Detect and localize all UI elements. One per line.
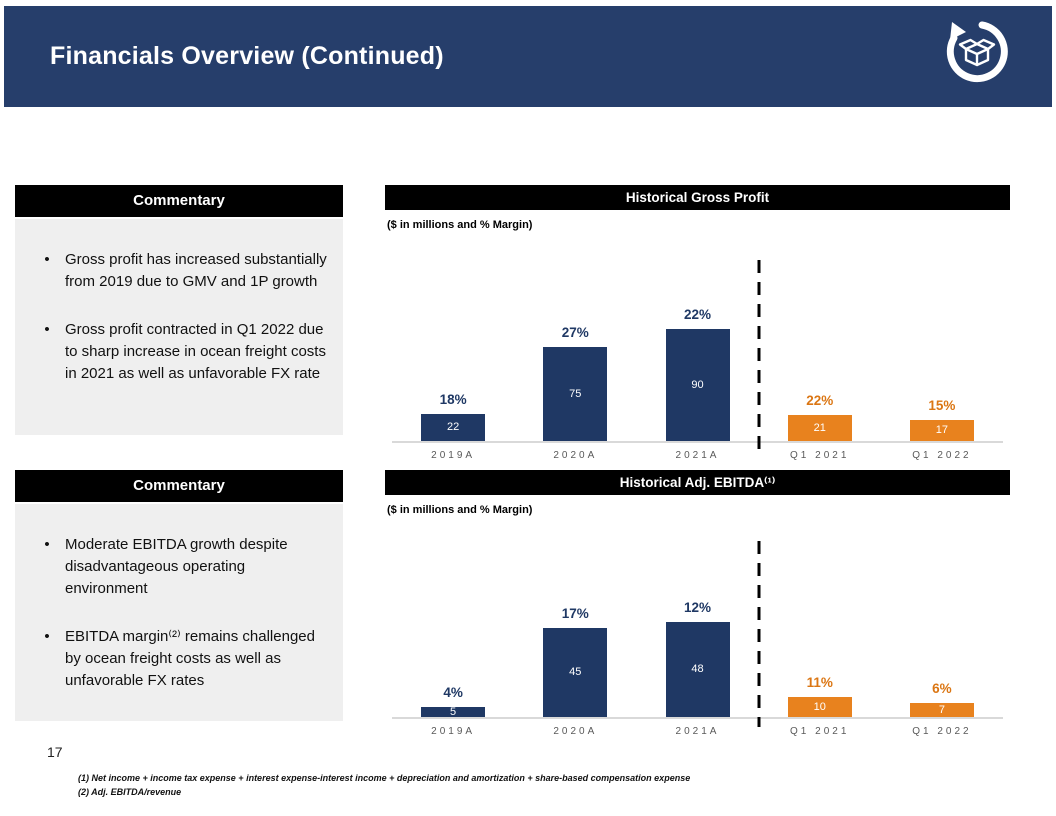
bullet-text: Gross profit contracted in Q1 2022 due t… [65,321,326,382]
chart-subtitle: ($ in millions and % Margin) [387,504,533,516]
bar-group: 27% 75 [514,325,636,441]
chart-title: Historical Gross Profit [385,185,1010,210]
margin-percent-label: 11% [806,675,833,690]
bar-group: 17% 45 [514,606,636,717]
margin-percent-label: 18% [439,392,467,407]
bar-value-label: 10 [813,700,826,713]
bullet-item: • Moderate EBITDA growth despite disadvan… [29,534,331,600]
category-label: 2021A [675,726,720,737]
bar-value-label: 75 [569,387,582,400]
margin-percent-label: 22% [683,307,712,322]
bar: 5 [421,705,486,718]
page-number: 17 [47,744,63,760]
bar-value-label: 7 [938,703,945,716]
bullet-glyph: • [44,628,50,645]
margin-percent-label: 15% [928,398,956,413]
category-label: 2019A [431,726,476,737]
category-label: Q1 2022 [912,726,972,737]
category-label: 2020A [553,726,598,737]
commentary-body: • Moderate EBITDA growth despite disadvan… [15,504,343,721]
bullet-list: • Gross profit has increased substantiall… [15,219,343,385]
margin-percent-label: 17% [561,606,589,621]
bar-value-label: 48 [691,663,704,675]
bar-group: 22% 21 [759,393,881,441]
margin-percent-label: 27% [561,325,589,340]
title-bar: Financials Overview (Continued) [4,6,1052,107]
bar: 75 [543,347,608,441]
footnote: (1) Net income + income tax expense + in… [78,773,691,783]
x-axis-line [392,717,1003,719]
bar-group: 18% 22 [392,392,514,441]
bar-value-label: 5 [450,705,457,718]
footnotes: (1) Net income + income tax expense + in… [78,771,690,799]
margin-percent-label: 22% [806,393,834,408]
category-axis: 2019A 2020A 2021A Q1 2021 Q1 2022 [392,443,1003,461]
bar-group: 22% 90 [636,307,758,441]
bars-area: 4% 5 17% 45 12% 48 11% 10 6% 7 [392,535,1003,717]
bar-value-label: 45 [569,666,582,678]
category-label: Q1 2021 [790,726,850,737]
period-divider-dashed-line [757,260,761,449]
commentary-header: Commentary [15,470,343,502]
page-title: Financials Overview (Continued) [50,42,444,70]
bar: 22 [421,414,486,441]
chart-subtitle: ($ in millions and % Margin) [387,219,533,231]
bar-group: 6% 7 [881,681,1003,717]
bar-value-label: 90 [691,378,704,391]
bullet-glyph: • [44,321,50,338]
margin-percent-label: 4% [443,685,463,700]
bar-chart-gross-profit: 18% 22 27% 75 22% 90 22% 21 15% 17 2019A 2020A 2021… [392,254,1003,461]
chart-panel-adj-ebitda: Historical Adj. EBITDA⁽¹⁾ ($ in millions… [385,470,1010,737]
bullet-glyph: • [44,251,50,268]
bar-group: 4% 5 [392,685,514,717]
bullet-text: Moderate EBITDA growth despite disadvant… [65,536,288,597]
bar-value-label: 22 [446,421,460,433]
bar-group: 12% 48 [636,600,758,717]
period-divider-dashed-line [757,541,761,727]
category-label: Q1 2022 [912,450,972,461]
margin-percent-label: 6% [932,681,952,696]
bar: 90 [665,329,730,441]
bullet-glyph: • [44,536,50,553]
category-label: 2019A [431,450,476,461]
footnote: (2) Adj. EBITDA/revenue [78,787,182,797]
category-label: Q1 2021 [790,450,850,461]
bullet-text: EBITDA margin⁽²⁾ remains challenged by o… [65,628,315,689]
bars-area: 18% 22 27% 75 22% 90 22% 21 15% 17 [392,254,1003,441]
bar: 7 [909,703,974,717]
bar: 48 [665,622,730,717]
bullet-list: • Moderate EBITDA growth despite disadvan… [15,504,343,692]
bar-group: 11% 10 [759,675,881,717]
commentary-panel-ebitda: Commentary • Moderate EBITDA growth despi… [15,470,343,721]
commentary-body: • Gross profit has increased substantiall… [15,219,343,435]
chart-panel-gross-profit: Historical Gross Profit ($ in millions a… [385,185,1010,461]
category-axis: 2019A 2020A 2021A Q1 2021 Q1 2022 [392,719,1003,737]
bullet-text: Gross profit has increased substantially… [65,251,327,290]
commentary-panel-gross-profit: Commentary • Gross profit has increased s… [15,185,343,435]
bullet-item: • Gross profit contracted in Q1 2022 due … [29,319,331,385]
bullet-item: • EBITDA margin⁽²⁾ remains challenged by … [29,626,331,692]
bar: 21 [787,415,852,441]
bar: 45 [543,628,608,717]
chart-title: Historical Adj. EBITDA⁽¹⁾ [385,470,1010,495]
bar: 17 [909,420,974,441]
bar: 10 [787,697,852,717]
bar-chart-adj-ebitda: 4% 5 17% 45 12% 48 11% 10 6% 7 2019A 2020A 2021A Q1 … [392,535,1003,737]
bar-value-label: 21 [813,421,826,434]
circular-arrow-box-logo-icon [946,21,1008,83]
bar-group: 15% 17 [881,398,1003,441]
bullet-item: • Gross profit has increased substantiall… [29,249,331,293]
margin-percent-label: 12% [683,600,712,615]
commentary-header: Commentary [15,185,343,217]
category-label: 2020A [553,450,598,461]
x-axis-line [392,441,1003,443]
bar-value-label: 17 [935,424,949,436]
category-label: 2021A [675,450,720,461]
